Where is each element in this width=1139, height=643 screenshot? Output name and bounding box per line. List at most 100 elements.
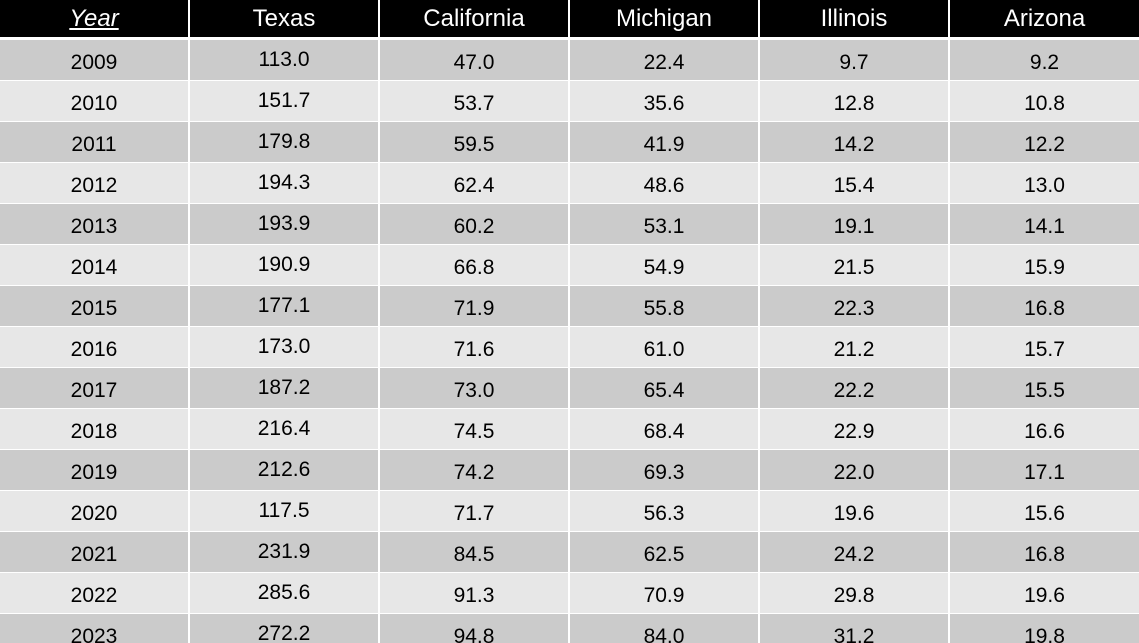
cell-california: 60.2 — [379, 203, 570, 245]
column-header-texas: Texas — [189, 0, 380, 40]
table-row: 2009 113.0 47.0 22.4 9.7 9.2 — [0, 38, 1139, 81]
cell-texas: 117.5 — [189, 490, 380, 532]
cell-year: 2010 — [0, 80, 190, 122]
cell-texas: 151.7 — [189, 80, 380, 122]
cell-illinois: 29.8 — [759, 572, 950, 614]
cell-arizona: 12.2 — [949, 121, 1139, 163]
cell-texas: 212.6 — [189, 449, 380, 491]
cell-california: 71.7 — [379, 490, 570, 532]
cell-texas: 285.6 — [189, 572, 380, 614]
cell-illinois: 9.7 — [759, 38, 950, 81]
cell-california: 66.8 — [379, 244, 570, 286]
cell-year: 2022 — [0, 572, 190, 614]
cell-illinois: 21.2 — [759, 326, 950, 368]
cell-california: 59.5 — [379, 121, 570, 163]
cell-year: 2018 — [0, 408, 190, 450]
table-row: 2013 193.9 60.2 53.1 19.1 14.1 — [0, 203, 1139, 245]
cell-michigan: 48.6 — [569, 162, 760, 204]
cell-arizona: 13.0 — [949, 162, 1139, 204]
cell-california: 74.2 — [379, 449, 570, 491]
cell-illinois: 22.9 — [759, 408, 950, 450]
cell-california: 91.3 — [379, 572, 570, 614]
cell-texas: 193.9 — [189, 203, 380, 245]
cell-california: 84.5 — [379, 531, 570, 573]
cell-arizona: 17.1 — [949, 449, 1139, 491]
cell-arizona: 16.8 — [949, 531, 1139, 573]
table-row: 2020 117.5 71.7 56.3 19.6 15.6 — [0, 490, 1139, 532]
cell-illinois: 24.2 — [759, 531, 950, 573]
cell-arizona: 19.6 — [949, 572, 1139, 614]
cell-california: 53.7 — [379, 80, 570, 122]
cell-year: 2016 — [0, 326, 190, 368]
cell-arizona: 14.1 — [949, 203, 1139, 245]
cell-michigan: 84.0 — [569, 613, 760, 643]
cell-year: 2021 — [0, 531, 190, 573]
cell-illinois: 14.2 — [759, 121, 950, 163]
cell-texas: 216.4 — [189, 408, 380, 450]
cell-michigan: 22.4 — [569, 38, 760, 81]
table-header: Year Texas California Michigan Illinois … — [0, 0, 1139, 40]
cell-arizona: 16.6 — [949, 408, 1139, 450]
cell-michigan: 41.9 — [569, 121, 760, 163]
cell-texas: 187.2 — [189, 367, 380, 409]
table-row: 2015 177.1 71.9 55.8 22.3 16.8 — [0, 285, 1139, 327]
cell-arizona: 19.8 — [949, 613, 1139, 643]
cell-texas: 173.0 — [189, 326, 380, 368]
cell-illinois: 19.6 — [759, 490, 950, 532]
cell-illinois: 21.5 — [759, 244, 950, 286]
cell-california: 71.9 — [379, 285, 570, 327]
cell-texas: 177.1 — [189, 285, 380, 327]
header-row: Year Texas California Michigan Illinois … — [0, 0, 1139, 40]
cell-year: 2012 — [0, 162, 190, 204]
column-header-year: Year — [0, 0, 190, 40]
cell-michigan: 70.9 — [569, 572, 760, 614]
cell-illinois: 22.0 — [759, 449, 950, 491]
cell-michigan: 54.9 — [569, 244, 760, 286]
column-header-michigan: Michigan — [569, 0, 760, 40]
cell-michigan: 62.5 — [569, 531, 760, 573]
table-row: 2018 216.4 74.5 68.4 22.9 16.6 — [0, 408, 1139, 450]
cell-arizona: 15.6 — [949, 490, 1139, 532]
cell-michigan: 55.8 — [569, 285, 760, 327]
table-body: 2009 113.0 47.0 22.4 9.7 9.2 2010 151.7 53.7 35.6… — [0, 38, 1139, 643]
cell-texas: 272.2 — [189, 613, 380, 643]
cell-california: 47.0 — [379, 38, 570, 81]
cell-arizona: 15.9 — [949, 244, 1139, 286]
cell-california: 73.0 — [379, 367, 570, 409]
table-row: 2023 272.2 94.8 84.0 31.2 19.8 — [0, 613, 1139, 643]
table-row: 2014 190.9 66.8 54.9 21.5 15.9 — [0, 244, 1139, 286]
column-header-arizona: Arizona — [949, 0, 1139, 40]
cell-year: 2013 — [0, 203, 190, 245]
cell-michigan: 61.0 — [569, 326, 760, 368]
cell-michigan: 53.1 — [569, 203, 760, 245]
cell-texas: 113.0 — [189, 38, 380, 81]
cell-illinois: 19.1 — [759, 203, 950, 245]
table-row: 2017 187.2 73.0 65.4 22.2 15.5 — [0, 367, 1139, 409]
cell-california: 71.6 — [379, 326, 570, 368]
cell-year: 2009 — [0, 38, 190, 81]
cell-california: 62.4 — [379, 162, 570, 204]
cell-texas: 190.9 — [189, 244, 380, 286]
cell-arizona: 9.2 — [949, 38, 1139, 81]
cell-michigan: 56.3 — [569, 490, 760, 532]
cell-illinois: 12.8 — [759, 80, 950, 122]
cell-arizona: 16.8 — [949, 285, 1139, 327]
cell-california: 94.8 — [379, 613, 570, 643]
cell-year: 2023 — [0, 613, 190, 643]
cell-michigan: 68.4 — [569, 408, 760, 450]
column-header-california: California — [379, 0, 570, 40]
cell-arizona: 15.5 — [949, 367, 1139, 409]
cell-texas: 194.3 — [189, 162, 380, 204]
cell-california: 74.5 — [379, 408, 570, 450]
cell-michigan: 65.4 — [569, 367, 760, 409]
cell-michigan: 69.3 — [569, 449, 760, 491]
column-header-illinois: Illinois — [759, 0, 950, 40]
cell-year: 2011 — [0, 121, 190, 163]
cell-texas: 179.8 — [189, 121, 380, 163]
table-row: 2022 285.6 91.3 70.9 29.8 19.6 — [0, 572, 1139, 614]
cell-illinois: 22.3 — [759, 285, 950, 327]
cell-year: 2017 — [0, 367, 190, 409]
cell-illinois: 31.2 — [759, 613, 950, 643]
table-row: 2021 231.9 84.5 62.5 24.2 16.8 — [0, 531, 1139, 573]
